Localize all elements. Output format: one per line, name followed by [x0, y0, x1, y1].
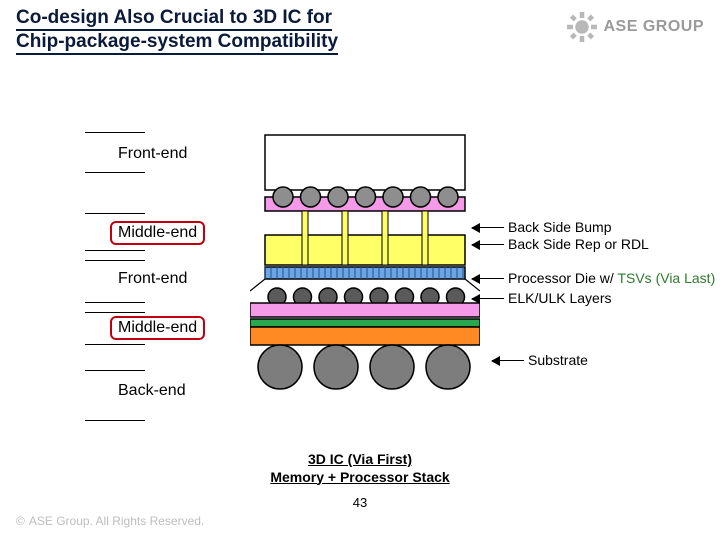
anno-processor: Processor Die w/ TSVs (Via Last)	[508, 270, 715, 286]
title-line2: Chip-package-system Compatibility	[16, 31, 338, 55]
copyright-icon: ©	[16, 514, 25, 528]
tick-line	[85, 260, 145, 261]
stack-diagram	[250, 125, 480, 435]
tick-line	[85, 172, 145, 173]
gear-icon	[567, 12, 597, 42]
diagram-caption: 3D IC (Via First) Memory + Processor Sta…	[270, 451, 449, 486]
anno-substrate: Substrate	[528, 352, 588, 368]
stage-middleend-2: Middle-end	[110, 316, 205, 340]
title-line1: Co-design Also Crucial to 3D IC for	[16, 7, 332, 31]
slide-title: Co-design Also Crucial to 3D IC for Chip…	[16, 6, 338, 54]
tick-line	[85, 370, 145, 371]
caption-line1: 3D IC (Via First)	[270, 451, 449, 469]
tick-line	[85, 420, 145, 421]
tick-line	[85, 132, 145, 133]
tick-line	[85, 344, 145, 345]
anno-backside-rdl: Back Side Rep or RDL	[508, 236, 649, 252]
page-number: 43	[353, 495, 367, 510]
tick-line	[85, 250, 145, 251]
tick-line	[85, 213, 145, 214]
tick-line	[85, 312, 145, 313]
stage-backend: Back-end	[118, 382, 186, 400]
arrow-icon	[492, 360, 524, 361]
anno-elk: ELK/ULK Layers	[508, 290, 612, 306]
stage-middleend-1: Middle-end	[110, 221, 205, 245]
stage-frontend-2: Front-end	[118, 270, 187, 288]
logo-text: ASE GROUP	[603, 18, 704, 36]
tick-line	[85, 302, 145, 303]
stage-frontend-1: Front-end	[118, 145, 187, 163]
anno-backside-bump: Back Side Bump	[508, 219, 612, 235]
caption-line2: Memory + Processor Stack	[270, 469, 449, 487]
ase-logo: ASE GROUP	[567, 12, 704, 42]
footer-copyright: © ASE Group. All Rights Reserved.	[16, 514, 204, 528]
